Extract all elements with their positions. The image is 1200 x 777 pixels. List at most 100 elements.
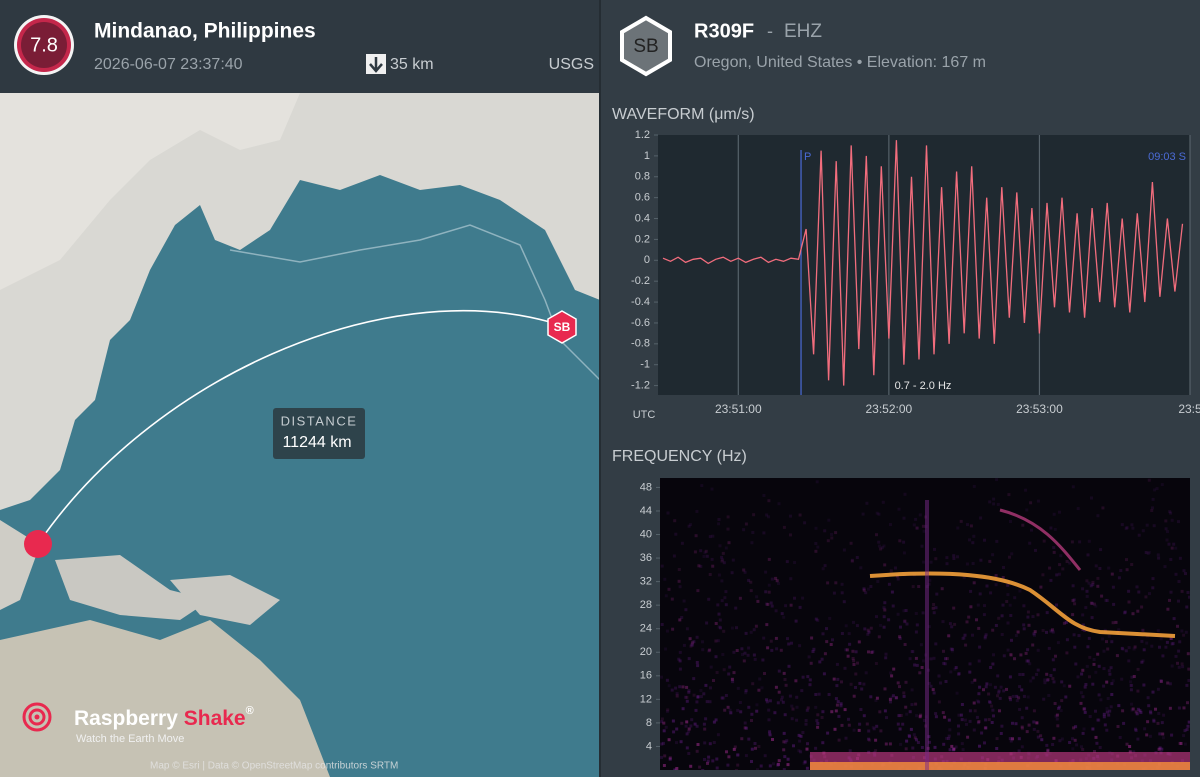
- spectrogram-texture: [1177, 706, 1181, 710]
- spectrogram-texture: [839, 704, 843, 708]
- spectrogram-texture: [989, 701, 992, 705]
- spectrogram-texture: [944, 657, 947, 661]
- spectrogram-texture: [1160, 747, 1164, 751]
- spectrogram-texture: [862, 682, 866, 686]
- spectrogram-texture: [1087, 636, 1091, 640]
- spectrogram-texture: [1096, 584, 1100, 588]
- spectrogram-texture: [1112, 602, 1116, 606]
- spectrogram-texture: [1020, 745, 1024, 749]
- spectrogram-texture: [700, 484, 704, 488]
- spectrogram-texture: [1052, 546, 1056, 550]
- spectrogram-texture: [776, 762, 780, 766]
- spectrogram-texture: [1039, 734, 1043, 738]
- spectrogram-texture: [816, 545, 820, 549]
- spectrogram-texture: [1071, 747, 1075, 751]
- spectrogram-texture: [820, 716, 824, 719]
- spectrogram-texture: [704, 683, 708, 687]
- spectrogram-texture: [920, 544, 924, 548]
- spectrogram-texture: [844, 624, 848, 628]
- spectrogram-texture: [1032, 727, 1036, 731]
- spectrogram-texture: [672, 554, 676, 558]
- spectrogram-texture: [972, 581, 976, 585]
- spectrogram-texture: [852, 694, 856, 698]
- spectrogram-texture: [798, 513, 802, 517]
- spectrogram-texture: [1083, 629, 1087, 632]
- spectrogram-texture: [848, 642, 852, 646]
- spectrogram-texture: [719, 626, 722, 630]
- spectrogram-texture: [1027, 623, 1031, 627]
- spectrogram-texture: [727, 755, 731, 759]
- spectrogram-texture: [814, 526, 818, 530]
- station-marker[interactable]: [547, 310, 577, 344]
- map[interactable]: DISTANCE 11244 km SB Raspberry Shake® Wa…: [0, 93, 600, 777]
- spectrogram-texture: [765, 698, 769, 702]
- spectrogram-texture: [971, 633, 974, 637]
- event-location: Mindanao, Philippines: [94, 20, 316, 43]
- y-tick-label: 24: [640, 623, 652, 635]
- land-north: [0, 93, 600, 510]
- spectrogram-texture: [828, 616, 832, 620]
- spectrogram-texture: [707, 649, 711, 653]
- spectrogram-texture: [941, 711, 945, 715]
- spectrogram-texture: [957, 713, 961, 717]
- spectrogram-texture: [1170, 733, 1174, 737]
- spectrogram-texture: [815, 719, 819, 723]
- spectrogram-texture: [799, 734, 803, 738]
- spectrogram-texture: [919, 643, 923, 647]
- spectrogram-texture: [1147, 478, 1151, 482]
- spectrogram-texture: [830, 536, 834, 540]
- spectrogram-texture: [1048, 566, 1052, 570]
- spectrogram-texture: [1009, 698, 1012, 702]
- spectrogram-texture: [734, 606, 738, 610]
- spectrogram-texture: [743, 651, 747, 655]
- spectrogram-texture: [961, 748, 965, 752]
- spectrogram-texture: [869, 626, 873, 630]
- spectrogram-texture: [1089, 584, 1093, 588]
- spectrogram-texture: [1092, 658, 1096, 661]
- spectrogram-texture: [787, 642, 791, 646]
- spectrogram-texture: [1094, 604, 1098, 608]
- spectrogram-texture: [868, 738, 872, 742]
- spectrogram-texture: [780, 698, 783, 702]
- spectrogram-texture: [1020, 727, 1024, 731]
- spectrogram-texture: [877, 540, 881, 544]
- y-tick-label: 1.2: [635, 129, 650, 141]
- spectrogram-texture: [1187, 667, 1190, 671]
- spectrogram-texture: [1045, 743, 1049, 747]
- spectrogram-texture: [1035, 672, 1039, 676]
- spectrogram-texture: [1081, 668, 1085, 672]
- spectrogram-texture: [750, 760, 753, 763]
- spectrogram-texture: [834, 709, 838, 713]
- spectrogram-texture: [688, 637, 692, 641]
- spectrogram-texture: [869, 585, 873, 588]
- spectrogram-texture: [693, 550, 697, 554]
- spectrogram-texture: [1169, 511, 1173, 515]
- spectrogram-texture: [852, 663, 856, 666]
- spectrogram-texture: [1116, 725, 1120, 728]
- spectrogram-texture: [826, 539, 830, 543]
- epicenter-marker[interactable]: [24, 530, 52, 558]
- spectrogram-texture: [1046, 749, 1050, 753]
- spectrogram-texture: [1094, 670, 1098, 674]
- spectrogram-texture: [996, 502, 1000, 506]
- spectrogram-texture: [1079, 701, 1083, 705]
- spectrogram-texture: [913, 736, 917, 740]
- spectrogram-texture: [891, 590, 894, 594]
- spectrogram-texture: [1166, 681, 1170, 685]
- spectrogram-texture: [767, 583, 771, 587]
- spectrogram-texture: [716, 639, 720, 643]
- spectrogram-texture: [840, 632, 844, 635]
- spectrogram-texture: [808, 683, 812, 687]
- spectrogram-texture: [1032, 720, 1036, 724]
- spectrogram-texture: [736, 708, 740, 712]
- spectrogram-texture: [823, 529, 827, 533]
- spectrogram-texture: [801, 675, 805, 679]
- spectrogram-texture: [1036, 729, 1040, 733]
- spectrogram-texture: [948, 728, 952, 732]
- spectrogram-texture: [795, 718, 799, 722]
- spectrogram-texture: [957, 672, 961, 676]
- spectrogram-texture: [1184, 572, 1187, 576]
- spectrogram-texture: [758, 677, 762, 681]
- event-source[interactable]: USGS: [549, 56, 594, 73]
- spectrogram-texture: [1176, 624, 1179, 628]
